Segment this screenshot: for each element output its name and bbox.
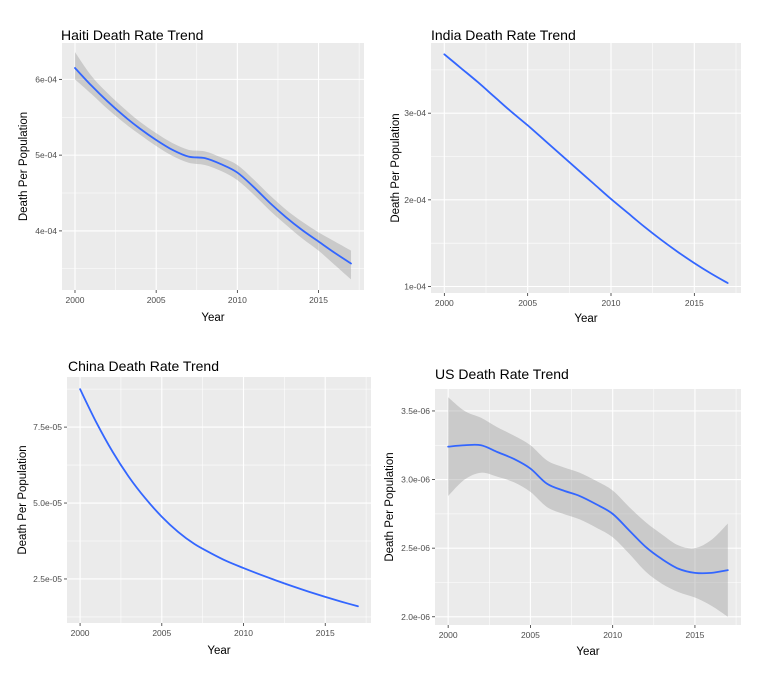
chart-title: China Death Rate Trend <box>68 358 219 374</box>
y-axis-title: Death Per Population <box>390 113 402 222</box>
x-tick-label: 2000 <box>435 298 454 308</box>
x-axis-title: Year <box>574 313 597 325</box>
x-tick-label: 2000 <box>439 630 458 640</box>
chart-panel-3: 2000 2005 2010 2015 2.5e-05 5.0e-05 7.5e-05 Chi… <box>17 358 371 657</box>
x-tick-label: 2015 <box>685 630 704 640</box>
x-axis-title: Year <box>576 646 599 658</box>
trend-line <box>443 53 729 284</box>
chart-title: India Death Rate Trend <box>431 27 576 43</box>
y-axis-title: Death Per Population <box>384 452 396 561</box>
y-tick-label: 7.5e-05 <box>33 422 62 432</box>
y-tick-label: 4e-04 <box>35 226 57 236</box>
x-tick-label: 2010 <box>234 628 253 638</box>
x-tick-label: 2005 <box>518 298 537 308</box>
y-tick-label: 2e-04 <box>404 195 426 205</box>
x-tick-label: 2015 <box>685 298 704 308</box>
y-tick-label: 2.0e-06 <box>401 612 430 622</box>
x-tick-label: 2015 <box>316 628 335 638</box>
chart-panel-4: 2000 2005 2010 2015 2.0e-06 2.5e-06 3.0e-06 3.5… <box>384 366 741 658</box>
x-tick-label: 2010 <box>228 295 247 305</box>
chart-title: Haiti Death Rate Trend <box>61 27 203 43</box>
trend-line <box>79 388 359 608</box>
chart-panel-2: 2000 2005 2010 2015 1e-04 2e-04 3e-04 India Dea… <box>390 27 741 325</box>
y-tick-label: 3e-04 <box>404 108 426 118</box>
y-axis-title: Death Per Population <box>18 112 30 221</box>
x-tick-label: 2005 <box>147 295 166 305</box>
x-tick-label: 2000 <box>66 295 85 305</box>
y-tick-label: 6e-04 <box>35 74 57 84</box>
x-tick-label: 2010 <box>603 630 622 640</box>
confidence-band <box>448 397 728 617</box>
x-tick-label: 2010 <box>602 298 621 308</box>
x-tick-label: 2005 <box>152 628 171 638</box>
y-tick-label: 3.5e-06 <box>401 406 430 416</box>
x-tick-label: 2005 <box>521 630 540 640</box>
y-tick-label: 5e-04 <box>35 150 57 160</box>
chart-panel-1: 2000 2005 2010 2015 4e-04 5e-04 6e-04 Haiti Dea… <box>18 27 364 324</box>
y-tick-label: 2.5e-05 <box>33 574 62 584</box>
y-tick-label: 5.0e-05 <box>33 498 62 508</box>
trend-line <box>447 443 729 575</box>
y-tick-label: 3.0e-06 <box>401 475 430 485</box>
y-tick-label: 2.5e-06 <box>401 543 430 553</box>
confidence-band <box>74 52 352 280</box>
x-tick-label: 2015 <box>309 295 328 305</box>
y-tick-label: 1e-04 <box>404 282 426 292</box>
x-tick-label: 2000 <box>71 628 90 638</box>
plot-panel <box>435 389 741 625</box>
chart-title: US Death Rate Trend <box>435 366 569 382</box>
plot-panel <box>62 43 364 290</box>
y-axis-title: Death Per Population <box>17 445 29 554</box>
plot-panel <box>431 43 741 293</box>
x-axis-title: Year <box>201 312 224 324</box>
x-axis-title: Year <box>207 645 230 657</box>
plot-panel <box>67 377 371 623</box>
trend-line <box>74 67 352 265</box>
